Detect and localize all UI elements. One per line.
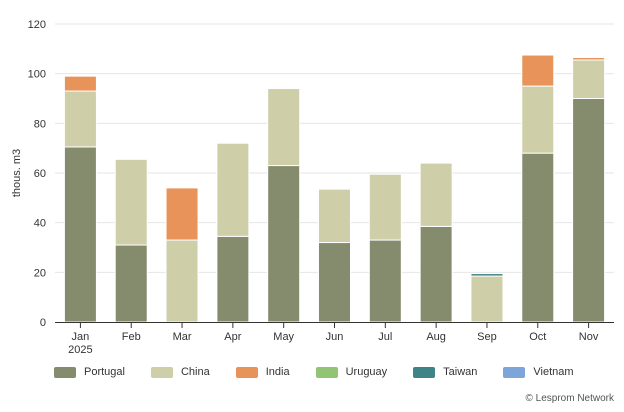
bar-segment-china[interactable]	[368, 173, 402, 241]
y-tick-label: 80	[34, 118, 46, 130]
legend-label: India	[265, 366, 290, 378]
y-tick-label: 40	[34, 218, 46, 230]
x-tick-label: Jun	[326, 331, 344, 343]
bar-segment-portugal[interactable]	[572, 98, 606, 323]
stacked-bar-chart: 0 20 40 60 80 100 120 Jan 2025 Feb Mar Apr May Jun Ju…	[11, 19, 614, 356]
bar-segment-china[interactable]	[267, 88, 301, 167]
x-tick-label: Sep	[477, 331, 497, 343]
bar-segment-china[interactable]	[216, 142, 250, 237]
x-axis: Jan 2025 Feb Mar Apr May Jun Jul Aug Sep Oct Nov	[55, 322, 614, 356]
x-tick-label: Mar	[173, 331, 192, 343]
credits-text[interactable]: © Lesprom Network	[525, 393, 614, 404]
legend: Portugal China India Uruguay Taiwan Vietnam	[54, 366, 600, 378]
x-tick-label: Feb	[122, 331, 141, 343]
legend-label: Vietnam	[533, 366, 574, 378]
bar-segment-portugal[interactable]	[216, 235, 250, 323]
bar-segment-portugal[interactable]	[267, 165, 301, 323]
bar-segment-india[interactable]	[572, 57, 606, 61]
x-tick-label: Oct	[529, 331, 546, 343]
x-tick-label: Jan 2025	[68, 331, 92, 356]
y-axis-tick-labels: 0 20 40 60 80 100 120	[28, 19, 46, 329]
y-axis-title: thous. m3	[11, 149, 23, 197]
legend-label: Taiwan	[443, 366, 478, 378]
bar-segment-portugal[interactable]	[318, 242, 351, 323]
legend-item-uruguay[interactable]: Uruguay	[315, 366, 388, 378]
bar-segment-portugal[interactable]	[419, 225, 453, 323]
x-tick-label: Jul	[378, 331, 392, 343]
x-tick-label: Apr	[224, 331, 241, 343]
legend-swatch	[315, 366, 338, 378]
bars	[63, 54, 606, 323]
legend-label: Uruguay	[345, 366, 388, 378]
bar-segment-china[interactable]	[470, 275, 504, 323]
bar-segment-portugal[interactable]	[114, 244, 148, 323]
bar-segment-portugal[interactable]	[368, 239, 402, 323]
legend-label: China	[180, 366, 210, 378]
bar-segment-china[interactable]	[318, 188, 351, 244]
bar-segment-india[interactable]	[165, 187, 199, 241]
bar-segment-taiwan[interactable]	[470, 273, 504, 277]
bar-segment-india[interactable]	[63, 75, 97, 92]
legend-item-china[interactable]: China	[150, 366, 210, 378]
legend-swatch	[413, 366, 436, 378]
bar-segment-china[interactable]	[114, 158, 148, 246]
legend-item-vietnam[interactable]: Vietnam	[503, 366, 574, 378]
legend-item-india[interactable]: India	[235, 366, 290, 378]
bar-segment-china[interactable]	[63, 90, 97, 148]
grid-lines	[55, 23, 614, 273]
bar-segment-china[interactable]	[572, 59, 606, 99]
bar-segment-india[interactable]	[521, 54, 555, 87]
bar-segment-portugal[interactable]	[521, 152, 555, 323]
legend-swatch	[503, 366, 526, 378]
legend-item-taiwan[interactable]: Taiwan	[413, 366, 477, 378]
y-tick-label: 60	[34, 168, 46, 180]
x-tick-label: Aug	[426, 331, 446, 343]
legend-swatch	[150, 366, 173, 378]
y-tick-label: 120	[28, 19, 46, 31]
y-tick-label: 100	[28, 69, 46, 81]
legend-swatch	[54, 366, 76, 378]
legend-swatch	[235, 366, 258, 378]
y-tick-label: 0	[40, 317, 46, 329]
x-tick-label: May	[273, 331, 294, 343]
x-tick-label: Nov	[579, 331, 599, 343]
y-tick-label: 20	[34, 267, 46, 279]
legend-label: Portugal	[84, 366, 125, 378]
bar-segment-china[interactable]	[521, 85, 555, 154]
bar-segment-china[interactable]	[165, 239, 199, 323]
bar-segment-portugal[interactable]	[63, 146, 97, 323]
legend-item-portugal[interactable]: Portugal	[54, 366, 125, 378]
bar-segment-china[interactable]	[419, 162, 453, 227]
